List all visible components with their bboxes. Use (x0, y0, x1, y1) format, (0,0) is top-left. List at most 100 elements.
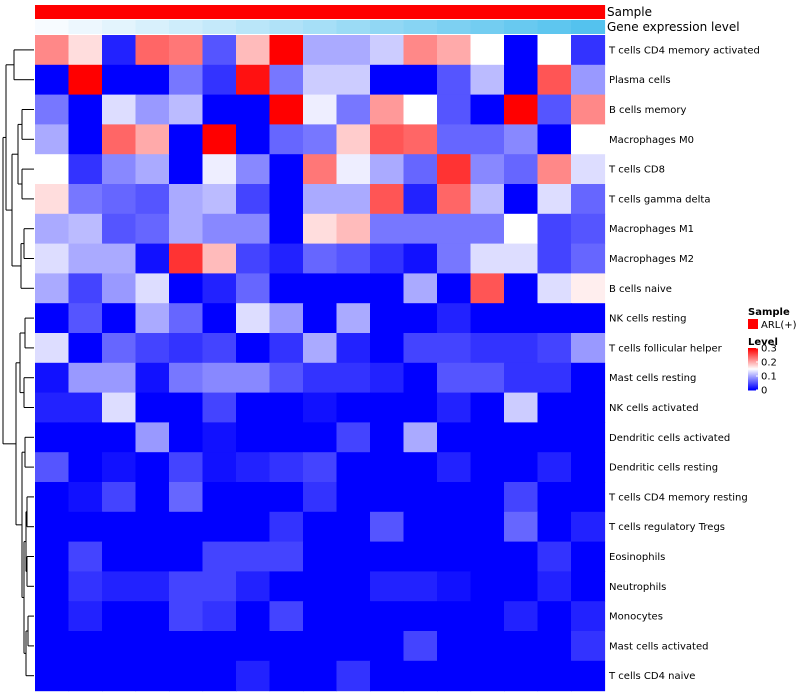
heatmap-cell (403, 213, 438, 245)
row-label: Mast cells activated (609, 641, 708, 652)
heatmap-cell (336, 35, 371, 66)
heatmap-cell (437, 482, 472, 513)
heatmap-cell (202, 571, 237, 602)
heatmap-cell (102, 422, 137, 453)
heatmap-cell (236, 64, 271, 96)
heatmap-cell (336, 154, 371, 185)
heatmap-cell (571, 392, 606, 423)
legend-level-swatch (748, 370, 758, 372)
heatmap-cell (102, 213, 137, 245)
legend-level-swatch (748, 371, 758, 373)
heatmap-cell (504, 631, 539, 662)
heatmap-cell (336, 333, 371, 364)
heatmap-cell (571, 273, 606, 304)
heatmap-cell (370, 124, 405, 155)
heatmap-cell (437, 35, 472, 66)
heatmap-cell (571, 452, 606, 483)
heatmap-cell (269, 333, 304, 364)
heatmap-cell (135, 303, 170, 334)
heatmap-cell (269, 571, 304, 602)
heatmap-cell (370, 35, 405, 66)
heatmap-cell (403, 35, 438, 66)
heatmap-cell (336, 362, 371, 394)
legend-level-swatch (748, 359, 758, 361)
heatmap-cell (370, 64, 405, 96)
legend-level-swatch (748, 358, 758, 360)
heatmap-cell (303, 631, 338, 662)
heatmap-cell (504, 482, 539, 513)
heatmap-cell (370, 571, 405, 602)
legend-level-swatch (748, 383, 758, 385)
annotation-sample-cell (370, 5, 405, 19)
heatmap-cell (169, 273, 204, 304)
heatmap-cell (169, 333, 204, 364)
heatmap-cell (470, 660, 505, 692)
heatmap-cell (470, 35, 505, 66)
heatmap-cell (303, 124, 338, 155)
heatmap-cell (437, 184, 472, 215)
heatmap-cell (303, 94, 338, 125)
heatmap-cell (437, 243, 472, 274)
heatmap-cell (437, 333, 472, 364)
heatmap-cell (269, 511, 304, 543)
heatmap-cell (236, 362, 271, 394)
legend-level-tick-label: 0.2 (761, 358, 777, 369)
heatmap-cell (269, 452, 304, 483)
legend-level-swatch (748, 375, 758, 377)
row-label: Neutrophils (609, 582, 666, 593)
heatmap-cell (35, 511, 70, 543)
heatmap-cell (236, 601, 271, 632)
row-label: Dendritic cells activated (609, 433, 730, 444)
heatmap-cell (68, 601, 103, 632)
heatmap-cell (135, 422, 170, 453)
heatmap-cell (537, 422, 572, 453)
heatmap-cell (303, 511, 338, 543)
heatmap-cell (202, 422, 237, 453)
heatmap-cell (236, 154, 271, 185)
heatmap-cell (135, 333, 170, 364)
heatmap-cell (269, 601, 304, 632)
heatmap-cell (303, 392, 338, 423)
heatmap-cell (35, 184, 70, 215)
heatmap-cell (437, 660, 472, 692)
heatmap-cell (403, 64, 438, 96)
legend-level-swatch (748, 382, 758, 384)
heatmap-cell (135, 64, 170, 96)
heatmap-cell (202, 601, 237, 632)
heatmap-cell (269, 243, 304, 274)
heatmap-cell (68, 243, 103, 274)
heatmap-cell (571, 64, 606, 96)
heatmap-cell (571, 482, 606, 513)
heatmap-cell (571, 541, 606, 572)
heatmap-cell (269, 273, 304, 304)
heatmap-cell (202, 660, 237, 692)
legend-sample-label: ARL(+) (761, 320, 797, 331)
legend-level-swatch (748, 376, 758, 378)
heatmap-cell (437, 422, 472, 453)
heatmap-cell (169, 392, 204, 423)
heatmap-cell (135, 213, 170, 245)
heatmap-cell (504, 422, 539, 453)
heatmap-cell (336, 571, 371, 602)
heatmap-cell (202, 154, 237, 185)
heatmap-cell (35, 571, 70, 602)
heatmap-cell (236, 94, 271, 125)
heatmap-cell (303, 422, 338, 453)
legend-level-swatch (748, 387, 758, 389)
heatmap-cell (403, 392, 438, 423)
legend-level-tick-label: 0.3 (761, 344, 777, 355)
heatmap-cell (169, 631, 204, 662)
annotation-expression-cell (504, 20, 539, 34)
annotation-expression-cell (303, 20, 338, 34)
heatmap-cell (35, 631, 70, 662)
heatmap-cell (571, 35, 606, 66)
row-label: Monocytes (609, 612, 663, 623)
heatmap-cell (236, 482, 271, 513)
heatmap-cell (336, 273, 371, 304)
heatmap-cell (35, 35, 70, 66)
annotation-sample-cell (236, 5, 271, 19)
heatmap-cell (470, 482, 505, 513)
legend-level-swatch (748, 365, 758, 367)
heatmap-cell (537, 184, 572, 215)
